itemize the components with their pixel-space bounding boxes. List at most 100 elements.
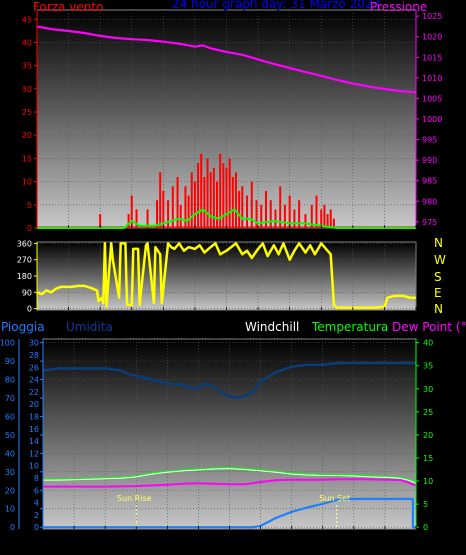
temperature-label: Temperatura	[311, 320, 388, 334]
wind-pressure-axes: 0510152025303540459759809859909951000100…	[22, 10, 442, 240]
temp-humidity-x-tick-label: 16	[287, 532, 297, 541]
rain-y-tick-label: 12	[29, 449, 39, 458]
humidity-y-tick-label: 30	[5, 468, 15, 477]
temp-y-tick-label: 15	[423, 454, 433, 463]
wind-y-tick-label: 45	[22, 15, 32, 24]
compass-label: W	[434, 253, 446, 267]
direction-y-tick-label: 0	[27, 305, 32, 314]
rain-y-tick-label: 30	[29, 339, 39, 348]
compass-label: S	[434, 270, 442, 284]
direction-y-tick-label: 180	[17, 272, 32, 281]
rain-y-tick-label: 8	[34, 474, 39, 483]
temp-y-tick-label: 35	[423, 362, 433, 371]
temp-humidity-x-tick-label: 08	[162, 532, 172, 541]
compass-label: N	[434, 302, 443, 316]
wind-pressure-x-tick-label: 08	[158, 231, 168, 240]
dew-point-label: Dew Point (°C)	[392, 320, 466, 334]
temp-y-tick-label: 5	[423, 500, 428, 509]
temp-y-tick-label: 30	[423, 385, 433, 394]
wind-average-line	[37, 208, 416, 229]
temp-humidity-axes: 0102030405060708090100024681012141618202…	[0, 339, 433, 541]
wind-pressure-x-tick-label: 12	[221, 231, 231, 240]
pressure-y-tick-label: 990	[422, 156, 437, 165]
sunrise-label: Sun Rise	[117, 494, 152, 503]
rain-y-tick-label: 2	[34, 511, 39, 520]
pressure-y-tick-label: 1015	[422, 53, 442, 62]
rain-y-tick-label: 22	[29, 388, 39, 397]
wind-y-tick-label: 0	[27, 224, 32, 233]
wind-direction-line	[36, 242, 416, 309]
wind-pressure-x-tick-label: 18	[316, 231, 326, 240]
temp-humidity-x-tick-label: 02	[69, 532, 79, 541]
wind-y-tick-label: 15	[22, 154, 32, 163]
wind-pressure-marks	[36, 25, 417, 229]
pressure-y-tick-label: 995	[422, 136, 437, 145]
rain-y-tick-label: 0	[34, 523, 39, 532]
wind-y-tick-label: 25	[22, 108, 32, 117]
humidity-y-tick-label: 50	[5, 431, 15, 440]
rain-y-tick-label: 24	[29, 376, 39, 385]
temp-humidity-x-tick-label: 06	[131, 532, 141, 541]
rain-y-tick-label: 6	[34, 486, 39, 495]
humidity-line	[42, 361, 416, 400]
wind-y-tick-label: 20	[22, 131, 32, 140]
rain-y-tick-label: 26	[29, 363, 39, 372]
direction-y-tick-label: 270	[17, 256, 32, 265]
rain-y-tick-label: 10	[29, 462, 39, 471]
pressure-y-tick-label: 980	[422, 197, 437, 206]
wind-pressure-x-tick-label: 04	[95, 231, 105, 240]
rain-y-tick-label: 16	[29, 425, 39, 434]
pressure-line	[36, 25, 417, 94]
pressure-y-tick-label: 1005	[422, 94, 442, 103]
temp-humidity-marks: Sun Rise Sun Set	[42, 361, 417, 529]
temp-humidity-x-tick-label: 20	[349, 532, 359, 541]
temp-humidity-x-tick-label: 00	[411, 532, 421, 541]
pressure-y-tick-label: 1010	[422, 74, 442, 83]
rain-label: Pioggia	[1, 320, 45, 334]
humidity-y-tick-label: 10	[5, 505, 15, 514]
pressure-y-tick-label: 1000	[422, 115, 442, 124]
humidity-y-tick-label: 70	[5, 394, 15, 403]
temp-humidity-plot-area	[42, 338, 417, 530]
wind-pressure-x-tick-label: 02	[63, 231, 73, 240]
direction-y-tick-label: 90	[22, 288, 32, 297]
temp-humidity-x-tick-label: 14	[255, 532, 265, 541]
wind-direction-marks	[36, 242, 416, 309]
wind-pressure-x-tick-label: 20	[348, 231, 358, 240]
humidity-label: Umidita	[66, 320, 113, 334]
windchill-line	[43, 468, 417, 484]
compass-label: E	[434, 286, 442, 300]
pressure-y-tick-label: 1025	[422, 12, 442, 21]
rain-y-tick-label: 20	[29, 400, 39, 409]
compass-label: N	[434, 236, 443, 250]
pressure-y-tick-label: 975	[422, 218, 437, 227]
chart-title: 24 hour graph day: 31 Marzo 2023	[172, 0, 380, 11]
temp-y-tick-label: 0	[423, 523, 428, 532]
temp-humidity-x-tick-label: 22	[380, 532, 390, 541]
rain-y-tick-label: 14	[29, 437, 39, 446]
sunset-label: Sun Set	[319, 494, 350, 503]
windchill-label: Windchill	[245, 320, 299, 334]
wind-y-tick-label: 10	[22, 178, 32, 187]
rain-y-tick-label: 4	[34, 499, 39, 508]
temp-humidity-x-tick-label: 12	[224, 532, 234, 541]
humidity-y-tick-label: 90	[5, 357, 15, 366]
temp-humidity-x-tick-label: 04	[100, 532, 110, 541]
temp-y-tick-label: 40	[423, 339, 433, 348]
wind-y-tick-label: 5	[27, 201, 32, 210]
humidity-y-tick-label: 0	[10, 523, 15, 532]
humidity-y-tick-label: 60	[5, 412, 15, 421]
rain-y-tick-label: 18	[29, 412, 39, 421]
wind-y-tick-label: 35	[22, 62, 32, 71]
wind-pressure-x-tick-label: 14	[253, 231, 263, 240]
dew-point-line	[43, 478, 417, 488]
wind-pressure-x-tick-label: 10	[190, 231, 200, 240]
wind-speed-axis-label: Forza vento	[33, 0, 103, 14]
rain-line	[43, 497, 416, 529]
wind-y-tick-label: 30	[22, 85, 32, 94]
wind-pressure-x-tick-label: 22	[379, 231, 389, 240]
temp-y-tick-label: 20	[423, 431, 433, 440]
temp-y-tick-label: 25	[423, 408, 433, 417]
